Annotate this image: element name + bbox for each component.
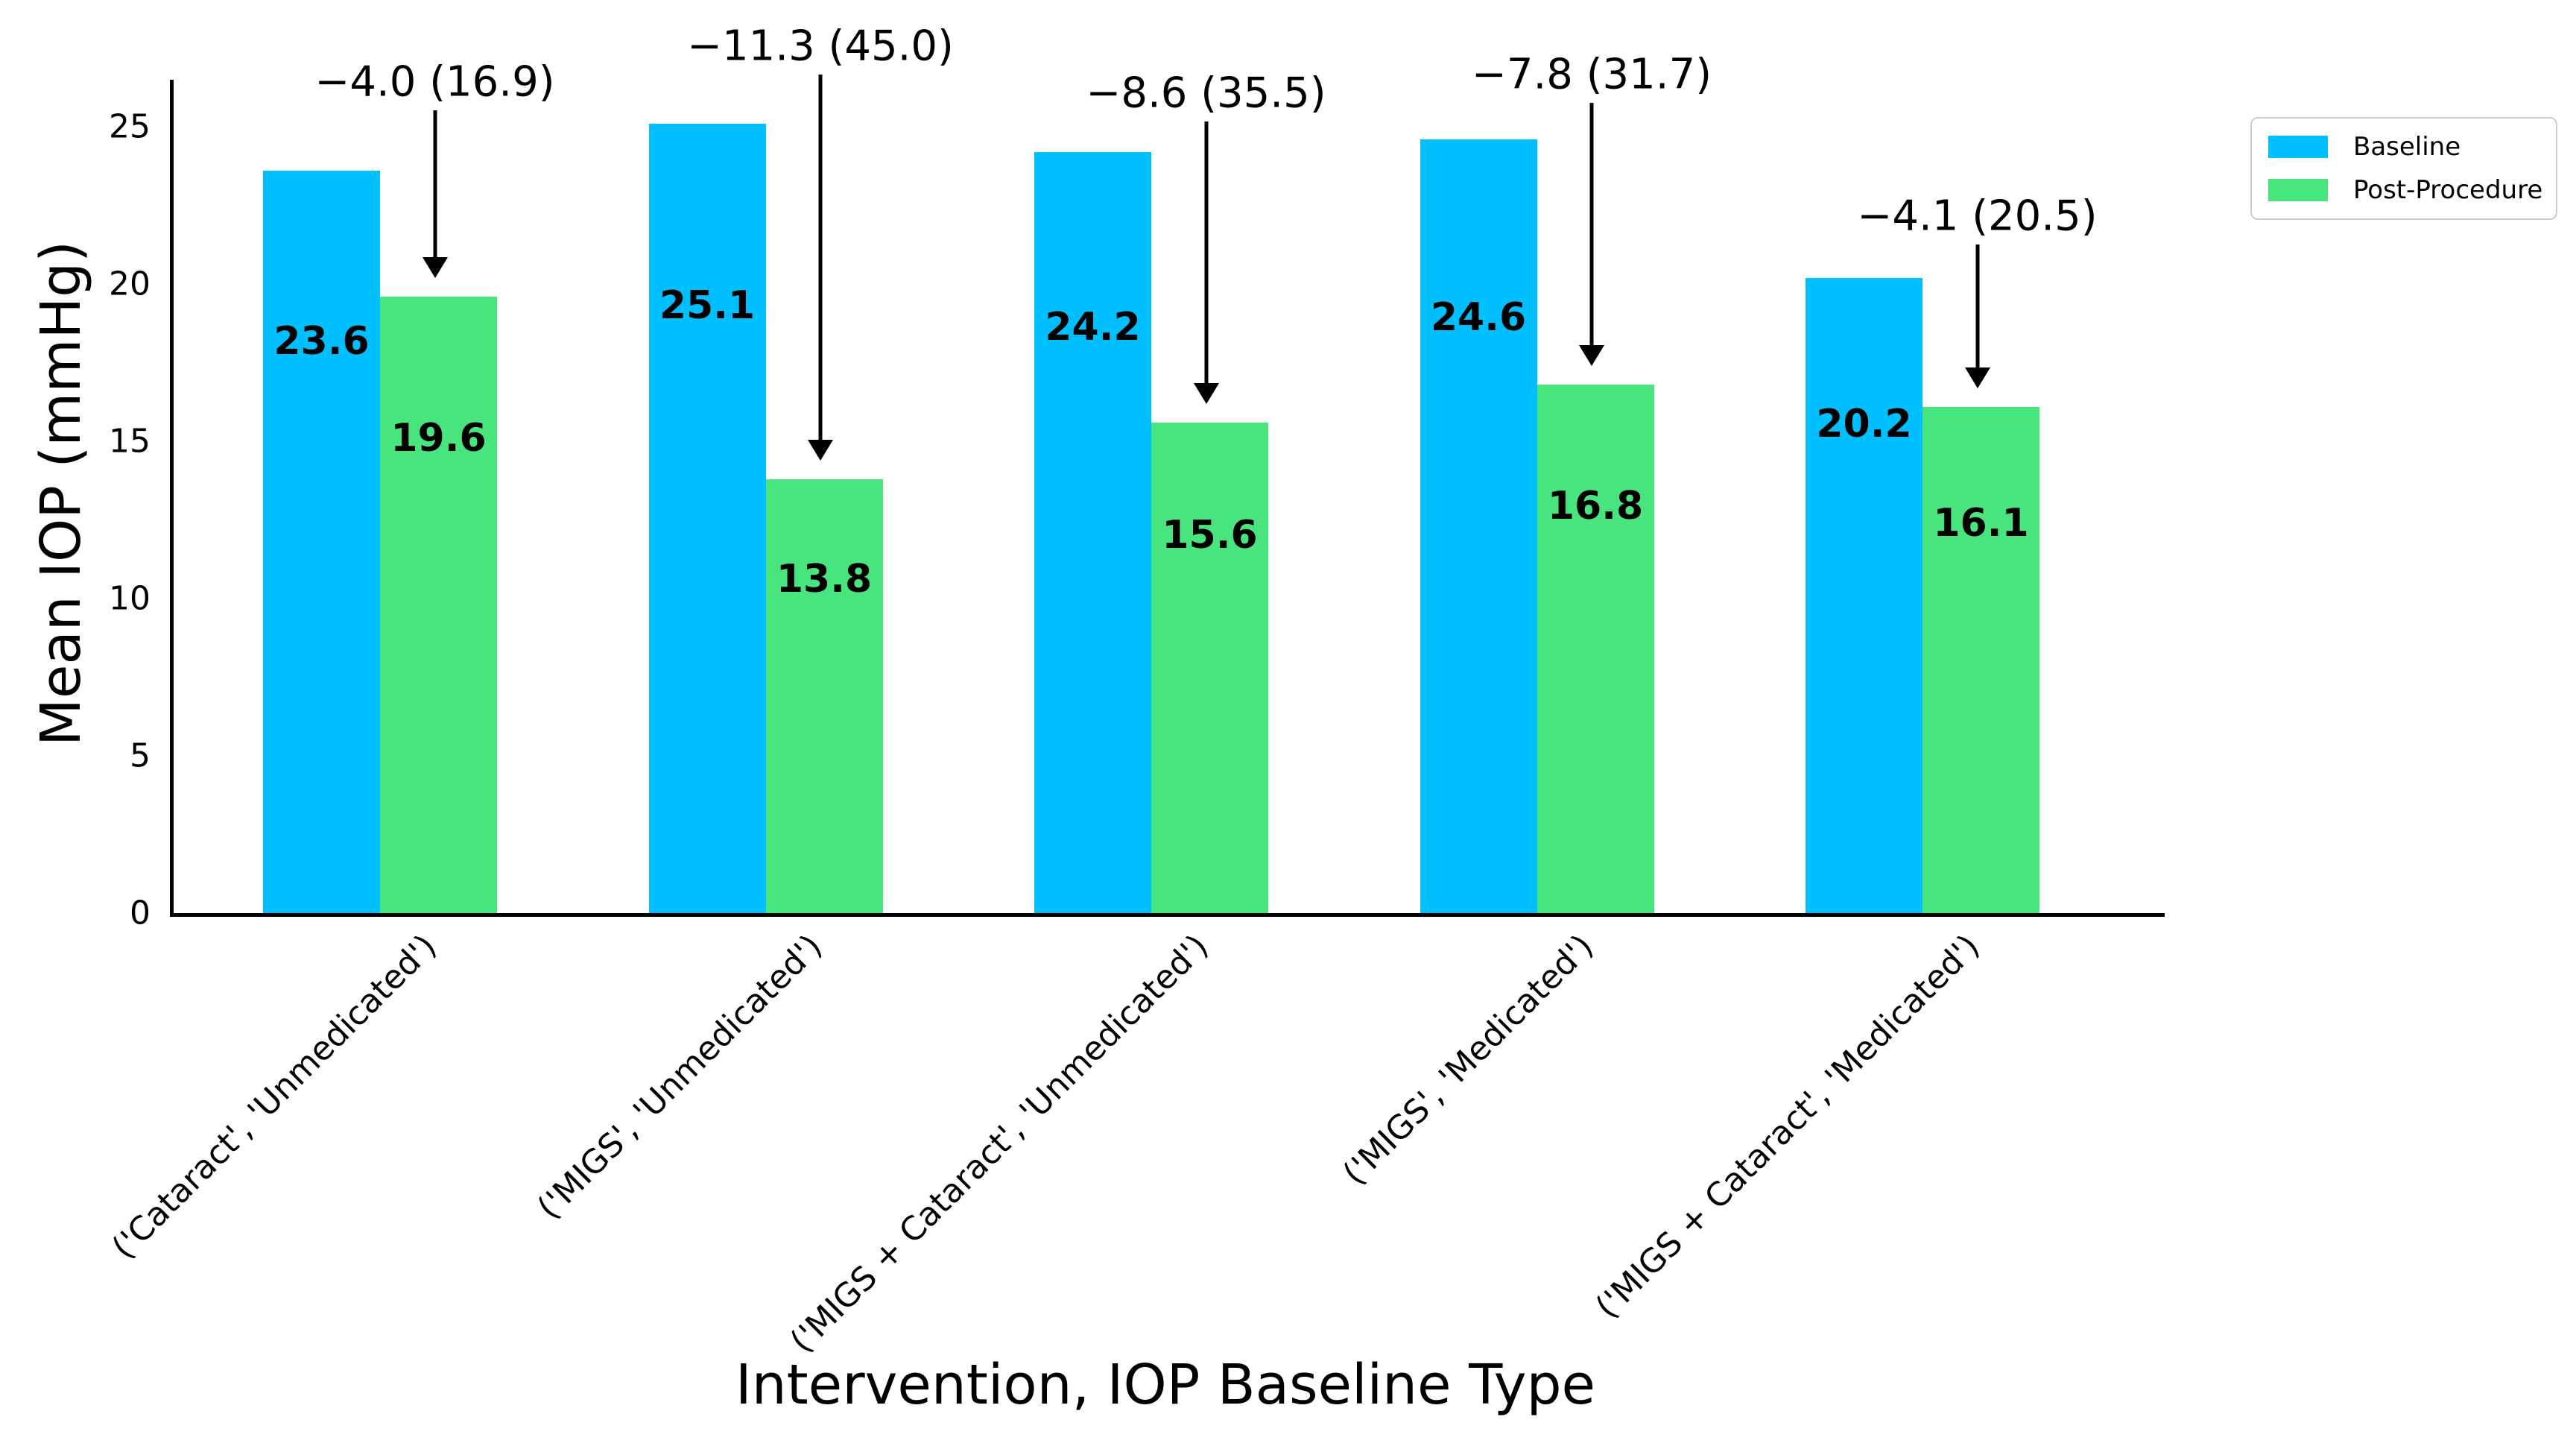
y-tick-label-20: 20 xyxy=(109,265,151,303)
legend-swatch-icon-1 xyxy=(2268,179,2328,201)
legend-label-0: Baseline xyxy=(2353,132,2461,162)
bar-post-procedure-0: 19.6 xyxy=(380,297,497,913)
arrow-head-icon-3 xyxy=(1579,345,1604,367)
legend-row-0: Baseline xyxy=(2268,132,2539,162)
bar-post-procedure-1: 13.8 xyxy=(765,479,883,913)
y-tick-label-0: 0 xyxy=(130,894,151,932)
bar-value-label: 13.8 xyxy=(776,556,873,602)
y-axis-title: Mean IOP (mmHg) xyxy=(29,241,93,746)
x-tick-label-2: ('MIGS + Cataract', 'Unmedicated') xyxy=(782,927,1216,1360)
plot-area: 23.6 25.1 24.2 24.6 20.2 19.6 13.8 15.6 16.8 16.1 xyxy=(170,80,2165,917)
reduction-arrow-line-3 xyxy=(1589,103,1594,346)
x-tick-label-0: ('Cataract', 'Unmedicated') xyxy=(104,927,445,1267)
y-tick-label-25: 25 xyxy=(109,107,151,146)
bar-value-label: 25.1 xyxy=(659,283,756,328)
x-tick-label-4: ('MIGS + Cataract', 'Medicated') xyxy=(1588,927,1987,1326)
bar-post-procedure-2: 15.6 xyxy=(1151,422,1268,913)
bar-value-label: 16.1 xyxy=(1933,500,2029,546)
x-tick-label-1: ('MIGS', 'Unmedicated') xyxy=(530,927,830,1227)
bar-value-label: 16.8 xyxy=(1547,484,1644,529)
reduction-arrow-line-1 xyxy=(818,75,823,440)
bar-baseline-0: 23.6 xyxy=(263,171,380,913)
bar-baseline-3: 24.6 xyxy=(1420,139,1537,913)
reduction-annotation-text-1: −11.3 (45.0) xyxy=(687,22,954,71)
bar-baseline-4: 20.2 xyxy=(1806,277,1922,913)
bar-value-label: 24.2 xyxy=(1045,304,1141,350)
bar-post-procedure-4: 16.1 xyxy=(1922,406,2039,913)
reduction-annotation-text-0: −4.0 (16.9) xyxy=(314,57,555,107)
reduction-arrow-line-0 xyxy=(433,110,437,258)
bar-baseline-1: 25.1 xyxy=(648,124,766,913)
reduction-arrow-line-4 xyxy=(1975,244,1979,367)
bar-value-label: 20.2 xyxy=(1816,401,1912,446)
bar-baseline-2: 24.2 xyxy=(1034,152,1151,913)
reduction-annotation-text-2: −8.6 (35.5) xyxy=(1086,69,1326,118)
legend-row-1: Post-Procedure xyxy=(2268,175,2543,205)
y-tick-label-15: 15 xyxy=(109,422,151,461)
arrow-head-icon-4 xyxy=(1964,367,1990,388)
bar-value-label: 23.6 xyxy=(273,319,370,364)
legend-label-1: Post-Procedure xyxy=(2353,175,2543,205)
bar-value-label: 19.6 xyxy=(390,416,487,461)
legend: Baseline Post-Procedure xyxy=(2250,117,2557,220)
bar-value-label: 15.6 xyxy=(1162,513,1258,558)
arrow-head-icon-1 xyxy=(808,439,833,461)
arrow-head-icon-0 xyxy=(422,257,448,279)
legend-swatch-icon-0 xyxy=(2268,136,2328,158)
reduction-annotation-text-3: −7.8 (31.7) xyxy=(1471,50,1712,99)
x-tick-label-3: ('MIGS', 'Medicated') xyxy=(1335,927,1601,1193)
arrow-head-icon-2 xyxy=(1193,382,1219,404)
bar-post-procedure-3: 16.8 xyxy=(1537,385,1654,913)
reduction-arrow-line-2 xyxy=(1204,121,1208,383)
reduction-annotation-text-4: −4.1 (20.5) xyxy=(1857,192,2098,241)
y-tick-label-5: 5 xyxy=(130,736,151,775)
x-axis-title: Intervention, IOP Baseline Type xyxy=(735,1353,1596,1417)
bar-value-label: 24.6 xyxy=(1430,294,1527,340)
y-tick-label-10: 10 xyxy=(109,579,151,618)
